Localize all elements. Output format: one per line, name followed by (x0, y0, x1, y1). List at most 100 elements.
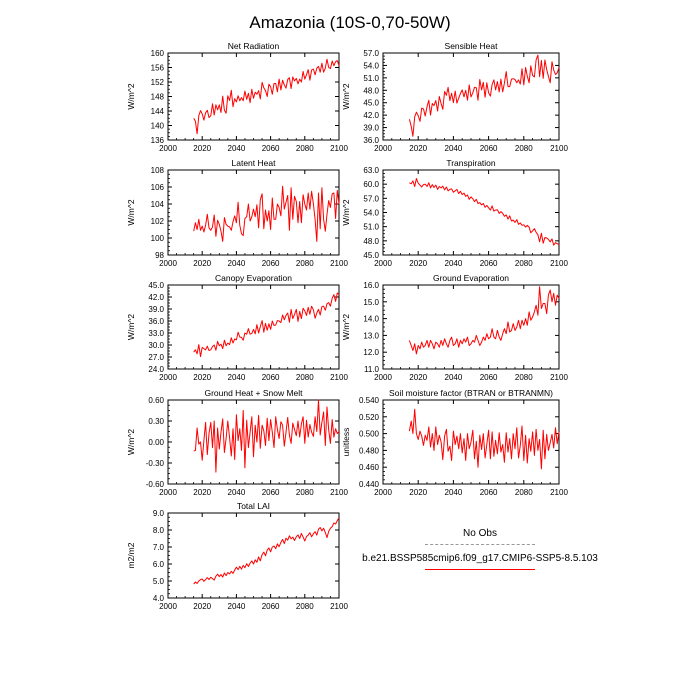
x-tick-label: 2000 (159, 373, 177, 382)
x-tick-label: 2020 (409, 373, 427, 382)
x-tick-label: 2060 (262, 602, 280, 611)
x-tick-label: 2060 (480, 488, 498, 497)
x-tick-label: 2040 (228, 144, 246, 153)
y-tick-label: 0.480 (359, 446, 380, 455)
y-tick-label: 0.460 (359, 463, 380, 472)
y-tick-label: -0.60 (146, 480, 165, 489)
x-tick-label: 2000 (374, 373, 392, 382)
panel-title: Canopy Evaporation (215, 273, 292, 283)
y-tick-label: 45.0 (148, 281, 164, 290)
series-line (408, 54, 560, 137)
y-tick-label: 39.0 (363, 124, 379, 133)
x-tick-label: 2020 (409, 259, 427, 268)
x-tick-label: 2080 (515, 488, 533, 497)
y-tick-label: 0.500 (359, 430, 380, 439)
y-tick-label: 104 (151, 200, 165, 209)
x-tick-label: 2020 (193, 144, 211, 153)
x-tick-label: 2000 (374, 144, 392, 153)
x-tick-label: 2040 (445, 373, 463, 382)
x-tick-label: 2060 (262, 373, 280, 382)
y-tick-label: 16.0 (363, 281, 379, 290)
x-tick-label: 2000 (374, 488, 392, 497)
y-tick-label: 8.0 (153, 526, 165, 535)
y-tick-label: 108 (151, 166, 165, 175)
series-line (408, 286, 560, 355)
y-tick-label: 24.0 (148, 365, 164, 374)
y-tick-label: 144 (151, 107, 165, 116)
y-tick-label: 6.0 (153, 560, 165, 569)
panels: Net Radiation W/m^2 2000 2020 2040 2060 2080 21… (126, 41, 568, 611)
chart-panel-5: Canopy Evaporation W/m^2 2000 2020 2040 2060 2… (126, 273, 348, 382)
y-tick-label: 0.540 (359, 396, 380, 405)
chart-panel-3: Latent Heat W/m^2 2000 2020 2040 2060 2080 2100… (126, 158, 348, 268)
y-tick-label: 48.0 (363, 86, 379, 95)
panel-title: Ground Heat + Snow Melt (204, 388, 303, 398)
plot-frame (382, 169, 560, 256)
y-tick-label: -0.30 (146, 459, 165, 468)
y-axis-label: m2/m2 (126, 542, 136, 568)
x-tick-label: 2080 (515, 144, 533, 153)
y-tick-label: 156 (151, 64, 165, 73)
x-tick-label: 2040 (445, 488, 463, 497)
y-tick-label: 63.0 (363, 166, 379, 175)
y-tick-label: 7.0 (153, 543, 165, 552)
legend-obs-label: No Obs (463, 528, 497, 539)
x-tick-label: 2020 (409, 144, 427, 153)
x-tick-label: 2100 (330, 373, 348, 382)
y-tick-label: 152 (151, 78, 165, 87)
chart-panel-6: Ground Evaporation W/m^2 2000 2020 2040 2060 2… (341, 273, 568, 382)
x-tick-label: 2080 (296, 144, 314, 153)
chart-panel-2: Sensible Heat W/m^2 2000 2020 2040 2060 2080 21… (341, 41, 568, 153)
y-tick-label: 98 (155, 251, 164, 260)
y-tick-label: 0.00 (148, 438, 164, 447)
y-axis-label: W/m^2 (126, 429, 136, 455)
x-tick-label: 2020 (193, 488, 211, 497)
y-axis-label: W/m^2 (126, 199, 136, 225)
y-tick-label: 48.0 (363, 237, 379, 246)
y-axis-label: W/m^2 (341, 83, 351, 109)
y-tick-label: 57.0 (363, 194, 379, 203)
y-axis-label: W/m^2 (126, 83, 136, 109)
x-tick-label: 2000 (374, 259, 392, 268)
y-tick-label: 57.0 (363, 49, 379, 58)
y-tick-label: 5.0 (153, 577, 165, 586)
y-tick-label: 42.0 (363, 111, 379, 120)
x-tick-label: 2040 (445, 144, 463, 153)
x-tick-label: 2040 (228, 602, 246, 611)
y-axis-label: W/m^2 (341, 314, 351, 340)
x-tick-label: 2040 (228, 373, 246, 382)
y-tick-label: 51.0 (363, 74, 379, 83)
y-tick-label: 9.0 (153, 509, 165, 518)
y-axis-label: W/m^2 (341, 199, 351, 225)
legend: No Obs b.e21.BSSP585cmip6.f09_g17.CMIP6-… (360, 528, 600, 578)
y-tick-label: 27.0 (148, 353, 164, 362)
x-tick-label: 2100 (330, 259, 348, 268)
y-tick-label: 0.520 (359, 413, 380, 422)
chart-panel-1: Net Radiation W/m^2 2000 2020 2040 2060 2080 21… (126, 41, 348, 153)
chart-panel-9: Total LAI m2/m2 2000 2020 2040 2060 2080 2100 4.… (126, 501, 348, 611)
y-tick-label: 11.0 (364, 365, 380, 374)
series-line (193, 517, 340, 585)
y-tick-label: 0.440 (359, 480, 380, 489)
y-tick-label: 106 (151, 183, 165, 192)
y-tick-label: 140 (151, 122, 165, 131)
panel-title: Transpiration (446, 158, 496, 168)
x-tick-label: 2100 (550, 373, 568, 382)
x-tick-label: 2100 (550, 144, 568, 153)
legend-model-swatch (425, 569, 535, 570)
y-tick-label: 0.60 (148, 396, 164, 405)
x-tick-label: 2000 (159, 602, 177, 611)
y-axis-label: unitless (341, 428, 351, 457)
y-tick-label: 36.0 (363, 136, 379, 145)
x-tick-label: 2080 (515, 259, 533, 268)
x-tick-label: 2060 (480, 259, 498, 268)
y-tick-label: 60.0 (363, 180, 379, 189)
x-tick-label: 2020 (193, 602, 211, 611)
chart-panel-8: Soil moisture factor (BTRAN or BTRANMN) u… (341, 388, 568, 497)
y-tick-label: 36.0 (148, 317, 164, 326)
legend-model-label: b.e21.BSSP585cmip6.f09_g17.CMIP6-SSP5-8.… (362, 553, 598, 564)
y-tick-label: 4.0 (153, 594, 165, 603)
series-line (193, 58, 340, 135)
series-line (193, 292, 340, 358)
